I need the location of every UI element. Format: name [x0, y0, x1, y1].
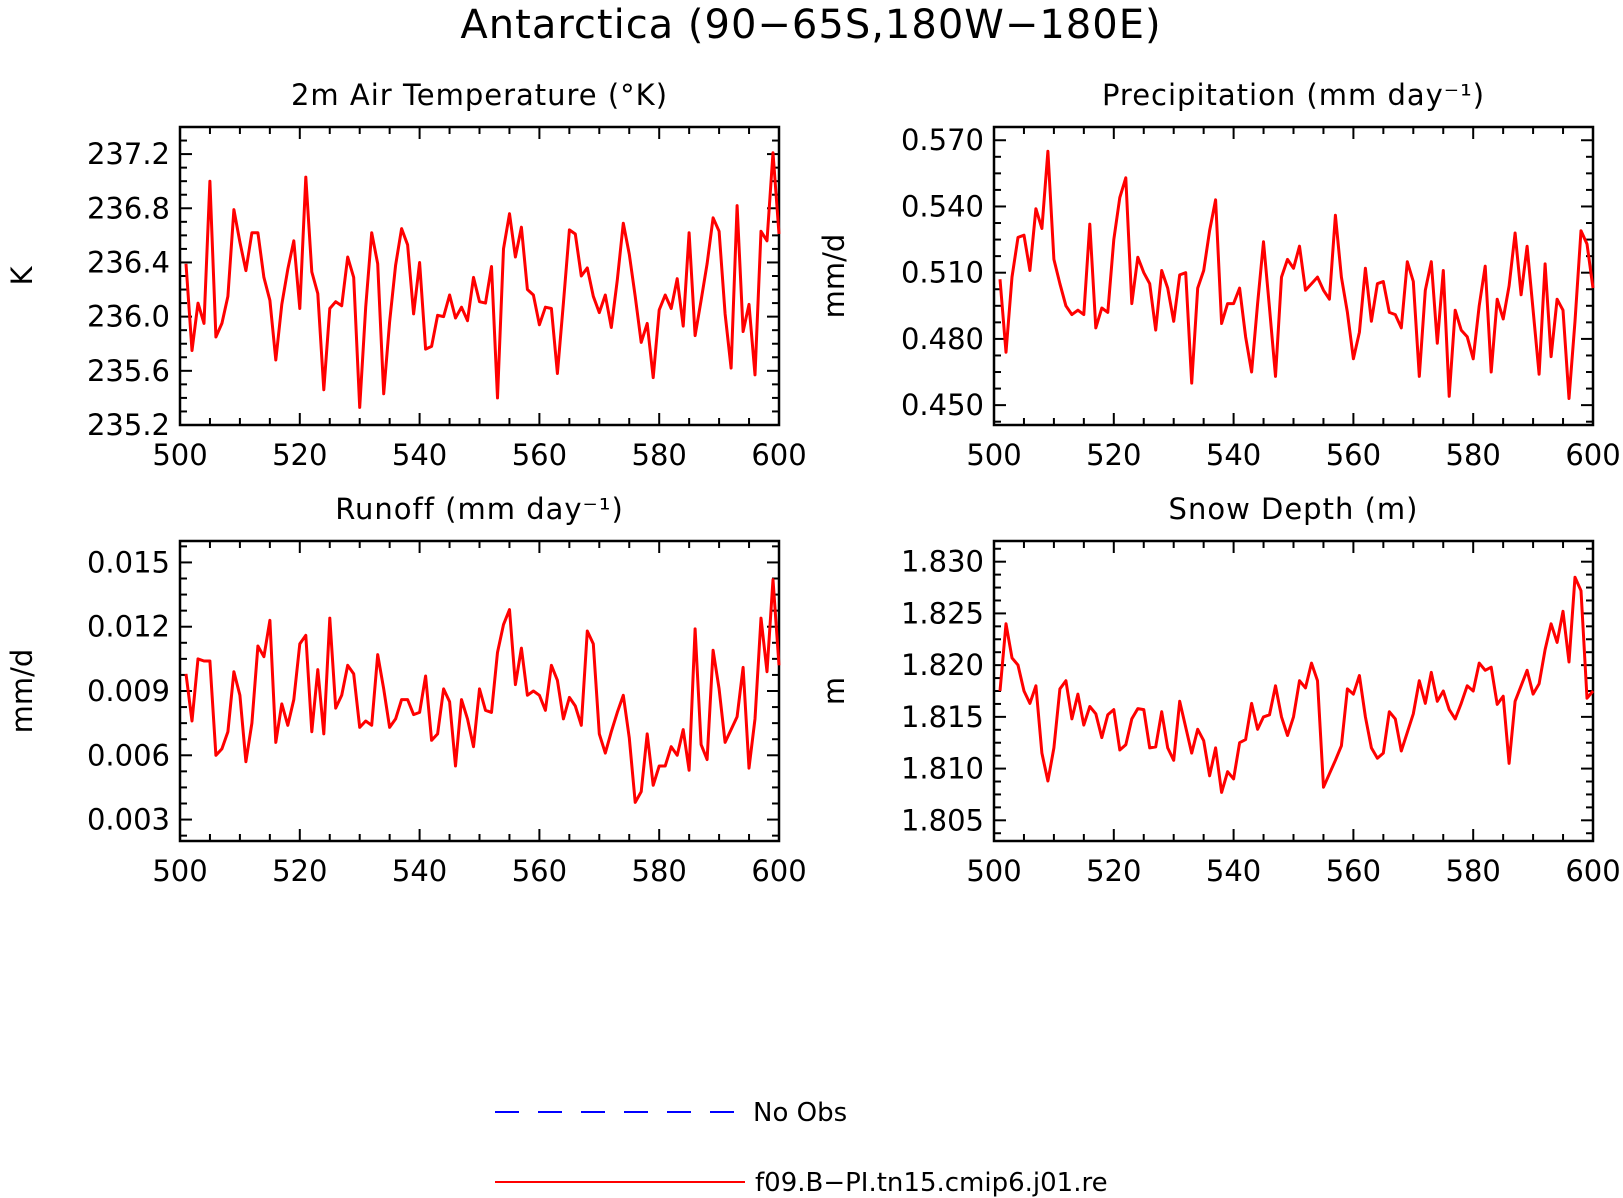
snow-depth-ytick-label: 1.815 — [901, 700, 984, 734]
precipitation-xtick-label: 520 — [1086, 438, 1141, 472]
runoff-ylabel: mm/d — [5, 649, 39, 734]
air-temperature-title: 2m Air Temperature (°K) — [291, 78, 668, 112]
runoff-ytick-label: 0.006 — [87, 738, 170, 772]
legend-label-obs: No Obs — [753, 1098, 847, 1128]
runoff-xtick-label: 600 — [751, 854, 806, 888]
precipitation-xtick-label: 600 — [1565, 438, 1620, 472]
snow-depth-xtick-label: 560 — [1326, 854, 1381, 888]
runoff-xtick-label: 500 — [152, 854, 207, 888]
runoff-title: Runoff (mm day⁻¹) — [335, 492, 624, 526]
snow-depth-ytick-label: 1.805 — [901, 803, 984, 837]
air-temperature-series-line — [184, 151, 781, 409]
snow-depth-plot-frame — [992, 539, 1595, 843]
precipitation-data-points — [999, 151, 1594, 399]
air-temperature-ytick-label: 236.8 — [87, 191, 170, 225]
snow-depth-xtick-label: 600 — [1565, 854, 1620, 888]
air-temperature-ylabel: K — [5, 266, 39, 286]
snow-depth-title: Snow Depth (m) — [1169, 492, 1419, 526]
precipitation-xtick-label: 500 — [966, 438, 1021, 472]
figure-title: Antarctica (90−65S,180W−180E) — [460, 2, 1161, 48]
precipitation-plot-frame — [992, 125, 1595, 427]
panel-runoff: Runoff (mm day⁻¹) 500 520 540 560 580 600 0.003… — [5, 492, 807, 888]
runoff-data-points — [185, 579, 780, 803]
runoff-xtick-label: 540 — [392, 854, 447, 888]
runoff-xtick-label: 560 — [512, 854, 567, 888]
precipitation-ytick-label: 0.480 — [901, 322, 984, 356]
runoff-ytick-label: 0.015 — [87, 545, 170, 579]
precipitation-xtick-label: 580 — [1446, 438, 1501, 472]
air-temperature-xtick-label: 560 — [512, 438, 567, 472]
air-temperature-xtick-label: 580 — [632, 438, 687, 472]
precipitation-ytick-label: 0.540 — [901, 189, 984, 223]
air-temperature-data-points — [185, 152, 780, 408]
precipitation-ytick-label: 0.570 — [901, 123, 984, 157]
snow-depth-ytick-label: 1.810 — [901, 752, 984, 786]
air-temperature-plot-frame — [178, 125, 781, 427]
snow-depth-ylabel: m — [817, 677, 851, 705]
precipitation-ylabel: mm/d — [817, 234, 851, 319]
snow-depth-xtick-label: 580 — [1446, 854, 1501, 888]
air-temperature-xtick-label: 540 — [392, 438, 447, 472]
air-temperature-xtick-label: 500 — [152, 438, 207, 472]
runoff-ytick-label: 0.012 — [87, 610, 170, 644]
air-temperature-ytick-label: 237.2 — [87, 137, 170, 171]
snow-depth-xtick-label: 500 — [966, 854, 1021, 888]
air-temperature-xtick-label: 600 — [751, 438, 806, 472]
panel-air-temperature: 2m Air Temperature (°K) 500 520 540 560 580 60… — [5, 78, 807, 472]
air-temperature-ytick-label: 235.6 — [87, 354, 170, 388]
precipitation-xtick-label: 540 — [1206, 438, 1261, 472]
snow-depth-series-line — [998, 575, 1595, 794]
snow-depth-ytick-label: 1.830 — [901, 545, 984, 579]
runoff-series-line — [184, 578, 781, 804]
precipitation-series-line — [998, 149, 1595, 400]
panel-precipitation: Precipitation (mm day⁻¹) 500 520 540 560 580 6… — [817, 78, 1621, 472]
air-temperature-ytick-label: 236.0 — [87, 300, 170, 334]
snow-depth-ytick-label: 1.825 — [901, 596, 984, 630]
runoff-ytick-label: 0.009 — [87, 674, 170, 708]
snow-depth-ytick-label: 1.820 — [901, 648, 984, 682]
panel-snow-depth: Snow Depth (m) 500 520 540 560 580 600 1.805 1.8… — [817, 492, 1621, 888]
precipitation-title: Precipitation (mm day⁻¹) — [1102, 78, 1485, 112]
air-temperature-xtick-label: 520 — [272, 438, 327, 472]
snow-depth-xtick-label: 540 — [1206, 854, 1261, 888]
snow-depth-data-points — [999, 577, 1594, 793]
precipitation-xtick-label: 560 — [1326, 438, 1381, 472]
runoff-ytick-label: 0.003 — [87, 803, 170, 837]
snow-depth-xtick-label: 520 — [1086, 854, 1141, 888]
precipitation-ytick-label: 0.450 — [901, 388, 984, 422]
air-temperature-ytick-label: 235.2 — [87, 408, 170, 442]
legend: No Obs f09.B−PI.tn15.cmip6.j01.re — [495, 1098, 1108, 1198]
runoff-xtick-label: 520 — [272, 854, 327, 888]
runoff-xtick-label: 580 — [632, 854, 687, 888]
air-temperature-ytick-label: 236.4 — [87, 245, 170, 279]
legend-label-model: f09.B−PI.tn15.cmip6.j01.re — [755, 1168, 1108, 1198]
precipitation-ytick-label: 0.510 — [901, 256, 984, 290]
